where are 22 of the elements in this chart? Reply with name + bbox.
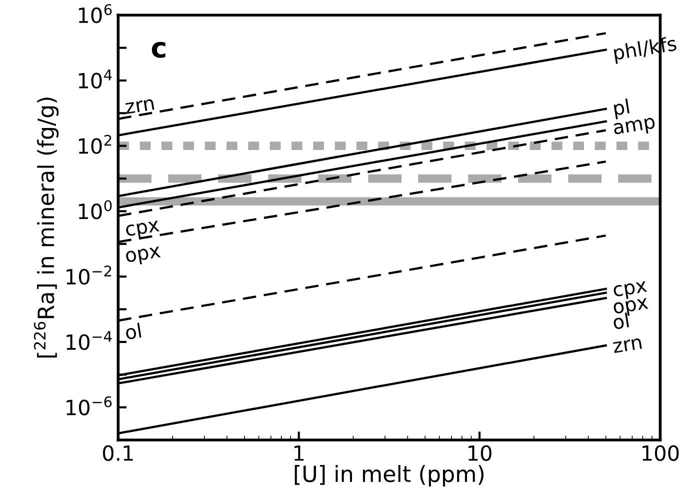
text: opx xyxy=(125,246,162,266)
y-axis-title: [$^{226}$Ra] in mineral (fg/g) xyxy=(34,98,59,358)
x-tick-label: 10 xyxy=(468,445,492,461)
x-tick-label: 1 xyxy=(294,445,304,461)
text: phl/kfs xyxy=(613,36,678,64)
y-tick-label: 10$^{6}$ xyxy=(78,4,112,24)
text: cpx xyxy=(125,220,160,240)
text: ol xyxy=(124,322,142,340)
y-tick-label: 10$^{−2}$ xyxy=(66,266,112,285)
text: zrn xyxy=(125,98,154,114)
y-tick-label: 10$^{4}$ xyxy=(78,70,112,89)
x-tick-label: 0.1 xyxy=(102,445,133,461)
y-tick-label: 10$^{0}$ xyxy=(78,200,112,220)
x-tick-label: 100 xyxy=(642,445,679,461)
x-axis-title: [U] in melt (ppm) xyxy=(294,465,484,487)
y-tick-label: 10$^{−4}$ xyxy=(66,331,112,350)
text: pl xyxy=(613,98,630,120)
annotation: c xyxy=(152,42,166,58)
y-tick-label: 10$^{−6}$ xyxy=(66,396,112,416)
y-tick-label: 10$^{2}$ xyxy=(78,134,112,154)
text: zrn xyxy=(612,338,642,353)
text: amp xyxy=(613,117,656,138)
